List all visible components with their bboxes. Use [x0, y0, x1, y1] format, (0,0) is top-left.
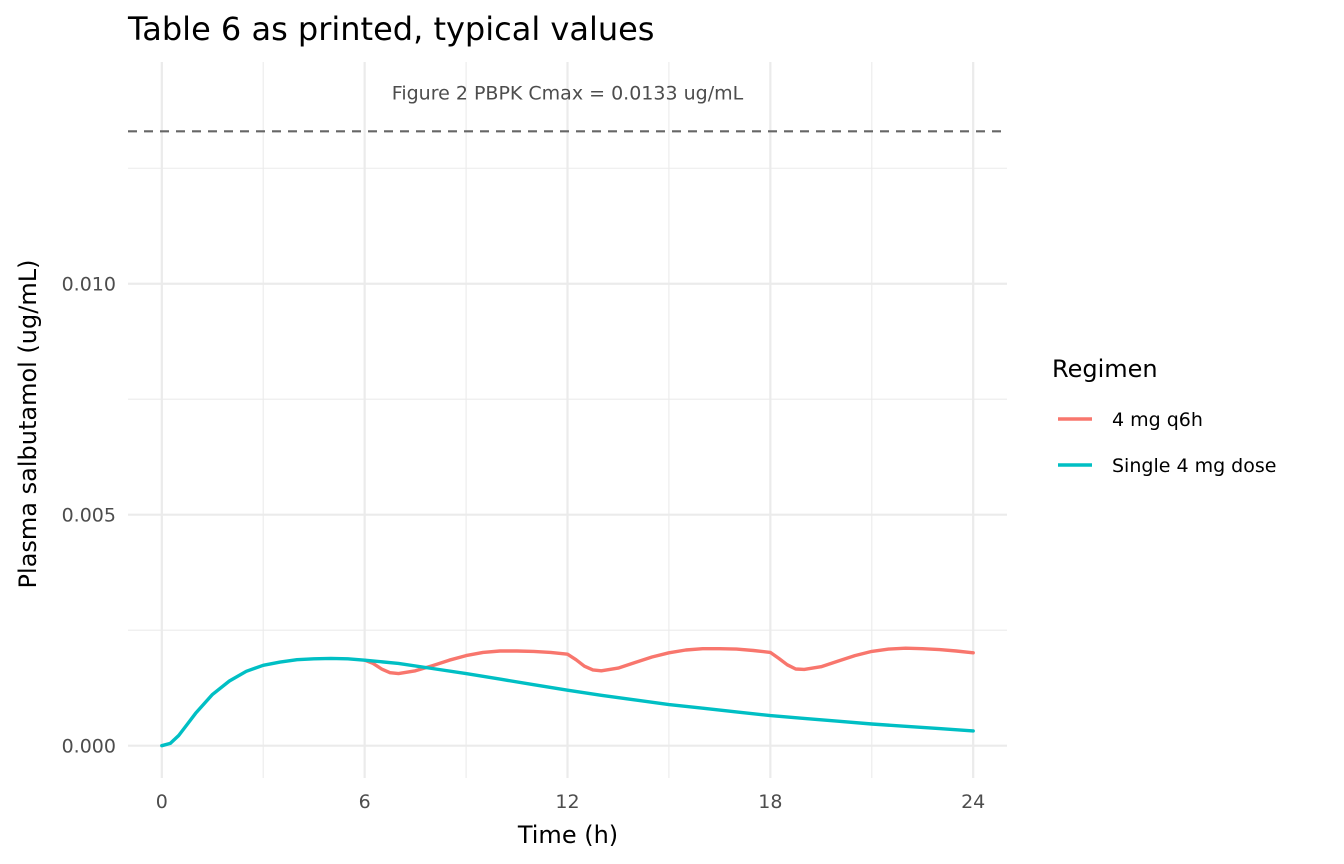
series-line-1	[363, 646, 975, 676]
x-tick-label: 24	[961, 791, 985, 813]
y-tick-label: 0.000	[62, 736, 116, 758]
series-group	[160, 646, 975, 748]
grid	[128, 62, 1007, 778]
reference-line-group: Figure 2 PBPK Cmax = 0.0133 ug/mL	[128, 82, 1007, 133]
legend: Regimen 4 mg q6h Single 4 mg dose	[1052, 355, 1276, 477]
x-tick-labels: 0 6 12 18 24	[156, 791, 986, 813]
y-tick-label: 0.005	[62, 505, 116, 527]
legend-label-2: Single 4 mg dose	[1112, 455, 1276, 477]
x-tick-label: 6	[359, 791, 371, 813]
y-tick-label: 0.010	[62, 274, 116, 296]
chart-title: Table 6 as printed, typical values	[127, 10, 654, 48]
x-axis-title: Time (h)	[517, 821, 618, 849]
x-tick-label: 0	[156, 791, 168, 813]
y-axis-title: Plasma salbutamol (ug/mL)	[14, 260, 42, 589]
series-line-2	[160, 656, 975, 748]
x-tick-label: 18	[758, 791, 782, 813]
legend-items: 4 mg q6h Single 4 mg dose	[1058, 409, 1276, 477]
y-tick-labels: 0.000 0.005 0.010	[62, 274, 116, 758]
x-tick-label: 12	[555, 791, 579, 813]
legend-label-1: 4 mg q6h	[1112, 409, 1203, 431]
reference-line-annotation: Figure 2 PBPK Cmax = 0.0133 ug/mL	[392, 82, 744, 104]
legend-title: Regimen	[1052, 355, 1158, 383]
